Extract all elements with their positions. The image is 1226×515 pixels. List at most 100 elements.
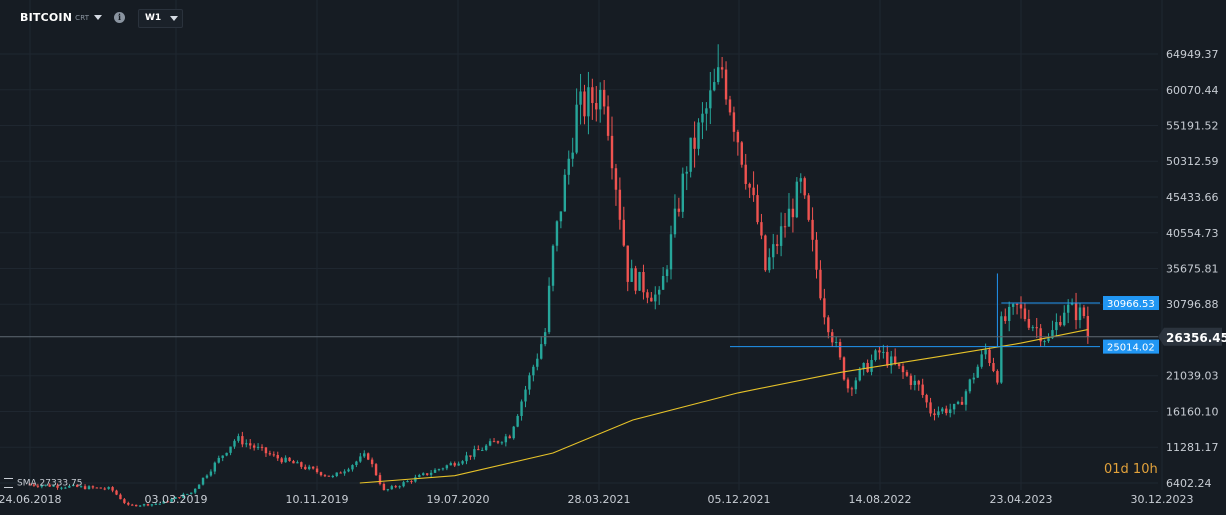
candle-body (492, 441, 496, 443)
candle-body (587, 87, 590, 117)
candle-body (418, 475, 421, 478)
chevron-down-icon[interactable] (94, 15, 102, 20)
level-badge (1103, 339, 1159, 354)
candle-body (775, 244, 779, 246)
info-icon[interactable]: i (114, 12, 125, 23)
timeframe-value: W1 (145, 13, 162, 23)
candle-body (382, 483, 386, 491)
candle-body (386, 489, 390, 491)
candle-body (976, 366, 979, 378)
candle-body (811, 219, 814, 240)
sma-indicator-label[interactable]: SMA 27333.75 (4, 478, 82, 489)
candle-body (87, 486, 91, 490)
candle-body (1078, 307, 1082, 321)
candle-body (650, 297, 653, 302)
candle-body (716, 67, 720, 83)
candle-body (937, 411, 940, 416)
candle-body (905, 372, 909, 376)
candle-body (64, 487, 67, 489)
candle-body (838, 342, 842, 358)
candle-body (787, 208, 791, 227)
x-tick-label: 05.12.2021 (708, 493, 771, 506)
candle-body (197, 484, 201, 489)
candle-body (52, 485, 55, 487)
candle-body (842, 357, 846, 380)
timeframe-select[interactable]: W1 (138, 9, 183, 28)
candle-body (142, 504, 146, 506)
candle-body (941, 408, 944, 412)
candle-body (453, 463, 456, 466)
candle-body (449, 463, 452, 466)
candle-body (685, 171, 688, 174)
candle-body (897, 363, 901, 367)
x-tick-label: 10.11.2019 (286, 493, 349, 506)
candle-body (819, 269, 822, 299)
candle-body (764, 235, 767, 271)
candle-body (111, 487, 114, 491)
candle-body (83, 486, 87, 490)
y-tick-label: 60070.44 (1166, 84, 1219, 97)
candle-body (1074, 303, 1078, 321)
candle-body (174, 497, 177, 499)
candle-body (972, 377, 976, 380)
candle-body (300, 462, 303, 467)
candle-body (359, 456, 362, 462)
candle-body (547, 285, 551, 333)
candle-body (213, 462, 217, 472)
candle-body (783, 226, 787, 228)
candle-body (960, 401, 964, 405)
candle-body (276, 454, 279, 459)
candle-body (583, 91, 586, 117)
candle-body (158, 503, 161, 505)
y-tick-label: 30796.88 (1166, 298, 1219, 311)
candle-body (1031, 327, 1034, 329)
candle-body (1007, 306, 1011, 321)
candle-body (1004, 316, 1007, 321)
candle-body (992, 363, 995, 372)
candle-body (630, 268, 633, 282)
candle-body (638, 271, 641, 291)
x-tick-label: 28.03.2021 (568, 493, 631, 506)
candle-body (882, 351, 885, 353)
candle-body (465, 455, 468, 462)
candle-body (209, 471, 213, 476)
candle-body (425, 473, 429, 475)
candle-body (1035, 327, 1038, 329)
candle-body (952, 403, 956, 410)
candle-body (366, 453, 370, 460)
y-tick-label: 35675.81 (1166, 262, 1219, 275)
candle-body (964, 391, 968, 405)
candle-body (807, 195, 810, 220)
level-badge-label: 30966.53 (1107, 299, 1155, 310)
candle-body (799, 178, 802, 182)
candle-body (508, 436, 511, 439)
candle-body (571, 152, 574, 159)
candle-body (909, 375, 913, 385)
candle-body (713, 82, 716, 91)
candle-body (606, 106, 610, 136)
candle-body (488, 441, 492, 446)
candle-body (524, 389, 527, 402)
candle-body (516, 415, 519, 427)
candle-body (347, 469, 350, 472)
candle-body (661, 275, 665, 290)
candle-body (870, 359, 873, 372)
candle-body (528, 375, 531, 390)
symbol-selector[interactable]: BITCOIN CRT (20, 11, 89, 24)
candle-body (134, 504, 138, 507)
candle-body (858, 368, 861, 381)
candle-body (229, 446, 232, 453)
candle-body (677, 208, 681, 212)
x-tick-label: 19.07.2020 (427, 493, 490, 506)
candle-body (736, 131, 740, 143)
candle-body (512, 426, 515, 439)
candle-body (1039, 328, 1042, 342)
candle-body (693, 137, 696, 149)
candle-body (131, 504, 134, 506)
candle-body (182, 494, 185, 498)
candle-body (127, 502, 130, 505)
candle-body (536, 358, 539, 367)
candle-body (901, 366, 905, 373)
candle-body (162, 501, 165, 504)
